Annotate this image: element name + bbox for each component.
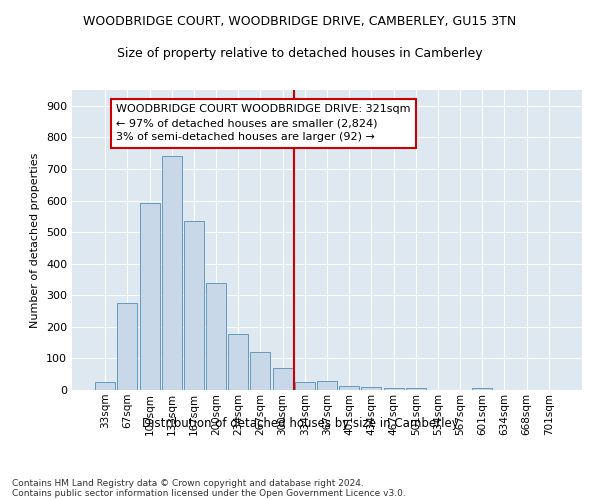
Bar: [472, 388, 492, 390]
Bar: [162, 156, 182, 390]
Text: Contains public sector information licensed under the Open Government Licence v3: Contains public sector information licen…: [12, 488, 406, 498]
Text: Distribution of detached houses by size in Camberley: Distribution of detached houses by size …: [142, 418, 458, 430]
Bar: [406, 388, 426, 390]
Bar: [206, 282, 226, 390]
Bar: [228, 334, 248, 390]
Bar: [140, 203, 160, 390]
Bar: [250, 352, 271, 390]
Bar: [361, 387, 382, 390]
Bar: [95, 382, 115, 390]
Bar: [339, 386, 359, 390]
Text: WOODBRIDGE COURT, WOODBRIDGE DRIVE, CAMBERLEY, GU15 3TN: WOODBRIDGE COURT, WOODBRIDGE DRIVE, CAMB…: [83, 15, 517, 28]
Bar: [184, 221, 204, 390]
Y-axis label: Number of detached properties: Number of detached properties: [31, 152, 40, 328]
Bar: [118, 303, 137, 390]
Bar: [295, 382, 315, 390]
Text: WOODBRIDGE COURT WOODBRIDGE DRIVE: 321sqm
← 97% of detached houses are smaller (: WOODBRIDGE COURT WOODBRIDGE DRIVE: 321sq…: [116, 104, 411, 142]
Bar: [272, 368, 293, 390]
Text: Size of property relative to detached houses in Camberley: Size of property relative to detached ho…: [117, 48, 483, 60]
Bar: [383, 388, 404, 390]
Text: Contains HM Land Registry data © Crown copyright and database right 2024.: Contains HM Land Registry data © Crown c…: [12, 478, 364, 488]
Bar: [317, 382, 337, 390]
